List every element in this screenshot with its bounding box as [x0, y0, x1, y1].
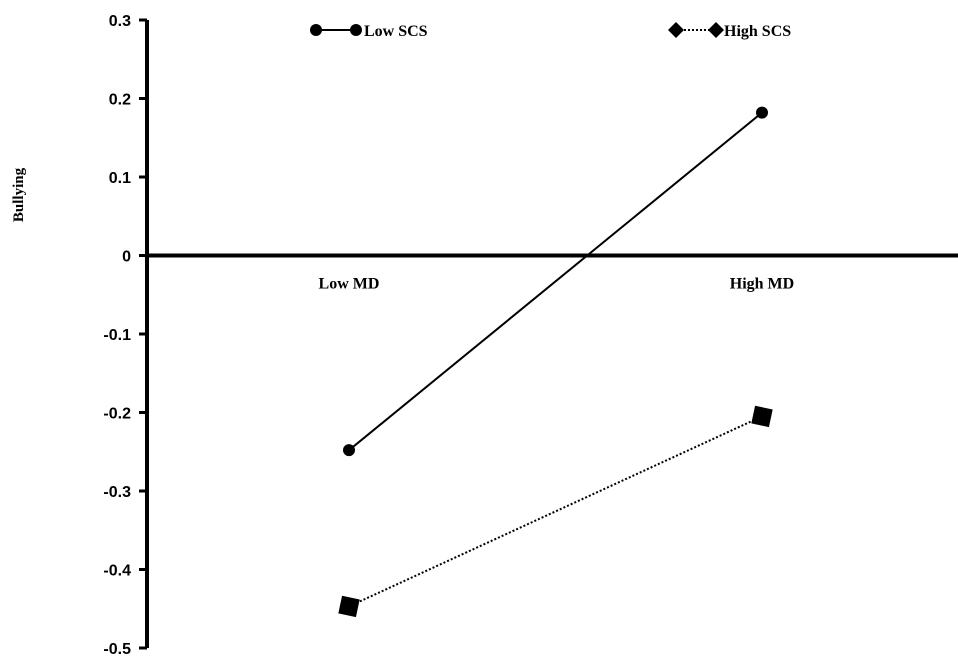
legend-label-low-scs: Low SCS — [364, 23, 428, 40]
data-point-high-scs — [751, 405, 773, 428]
series-line-low-scs — [348, 111, 763, 451]
legend-label-high-scs: High SCS — [724, 23, 791, 40]
x-category-label: High MD — [730, 276, 794, 293]
data-point-low-scs — [756, 106, 768, 119]
y-tick-label: -0.3 — [103, 484, 131, 501]
y-axis-title: Bullying — [11, 167, 27, 222]
legend: Low SCS High SCS — [310, 22, 791, 40]
data-point-low-scs — [343, 444, 355, 457]
data-point-high-scs — [338, 595, 360, 618]
y-tick-label: 0.1 — [109, 170, 131, 187]
legend-marker-low-scs — [310, 24, 322, 36]
x-axis-labels: Low MD High MD — [319, 276, 795, 293]
y-tick-label: -0.1 — [103, 327, 131, 344]
legend-marker-low-scs — [350, 24, 362, 36]
y-tick-label: 0.2 — [109, 92, 131, 109]
legend-marker-high-scs — [668, 22, 684, 38]
x-category-label: Low MD — [319, 276, 380, 293]
legend-marker-high-scs — [708, 22, 724, 38]
y-tick-label: -0.5 — [103, 641, 131, 658]
y-tick-label: -0.4 — [103, 563, 131, 580]
y-tick-label: -0.2 — [103, 406, 131, 423]
series-line-high-scs — [348, 415, 763, 608]
y-axis: 0.3 0.2 0.1 0 -0.1 -0.2 -0.3 -0.4 -0.5 — [103, 13, 149, 658]
series-group — [338, 106, 773, 618]
y-tick-label: 0.3 — [109, 13, 131, 30]
y-tick-label: 0 — [122, 249, 131, 266]
